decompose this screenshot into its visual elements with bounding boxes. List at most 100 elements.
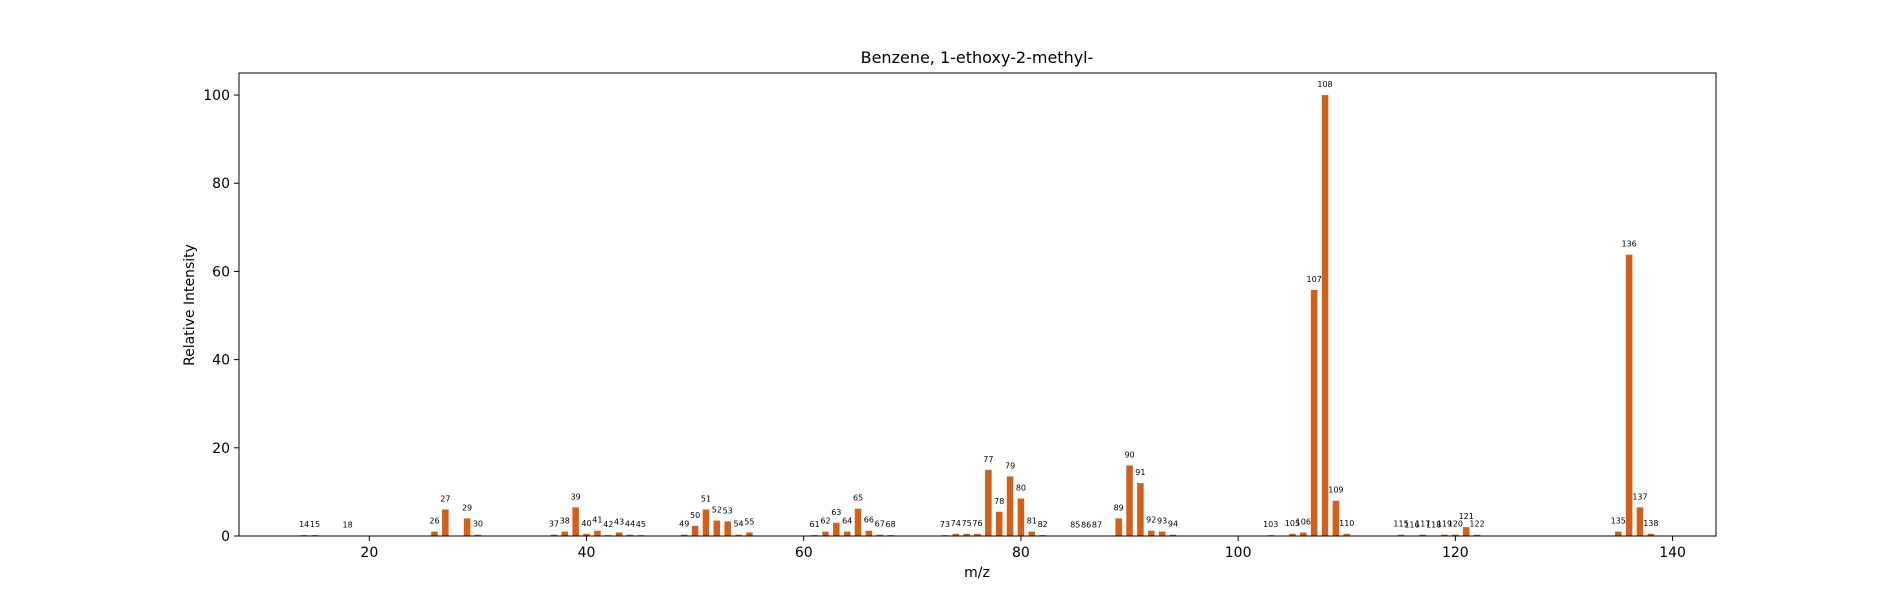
- peak-label-65: 65: [853, 494, 863, 503]
- peak-label-117: 117: [1415, 520, 1430, 529]
- peak-label-77: 77: [983, 455, 993, 464]
- peak-label-110: 110: [1339, 519, 1354, 528]
- bar-mz-44: [626, 534, 634, 536]
- bar-mz-115: [1397, 534, 1405, 536]
- peak-label-52: 52: [712, 506, 722, 515]
- bar-mz-94: [1169, 534, 1177, 536]
- peak-label-27: 27: [440, 495, 450, 504]
- bar-mz-64: [843, 531, 851, 536]
- bar-mz-52: [713, 520, 721, 536]
- peak-label-86: 86: [1081, 521, 1091, 530]
- bar-mz-27: [442, 509, 449, 536]
- y-tick-label: 100: [203, 88, 230, 104]
- peak-label-94: 94: [1168, 520, 1178, 529]
- peak-label-68: 68: [886, 520, 896, 529]
- peak-label-108: 108: [1317, 80, 1332, 89]
- bar-mz-92: [1148, 530, 1155, 536]
- peak-label-40: 40: [581, 519, 591, 528]
- peak-label-81: 81: [1027, 517, 1037, 526]
- peak-label-44: 44: [625, 520, 635, 529]
- peak-label-39: 39: [571, 492, 581, 501]
- bar-mz-65: [854, 508, 862, 536]
- peak-label-63: 63: [831, 508, 841, 517]
- peak-label-67: 67: [875, 520, 885, 529]
- bar-mz-49: [681, 534, 688, 536]
- y-tick-label: 20: [212, 441, 230, 457]
- x-axis: 20 40 60 80 100 120 140: [360, 536, 1686, 561]
- peak-label-61: 61: [810, 520, 820, 529]
- peak-label-109: 109: [1328, 486, 1343, 495]
- bar-mz-109: [1332, 500, 1340, 536]
- y-axis: 0 20 40 60 80 100: [203, 88, 239, 545]
- y-axis-title: Relative Intensity: [182, 244, 198, 366]
- x-tick-label: 20: [360, 545, 378, 561]
- bar-mz-67: [876, 534, 884, 536]
- bar-mz-119: [1441, 534, 1448, 536]
- bar-mz-74: [952, 533, 960, 536]
- peak-label-15: 15: [310, 520, 320, 529]
- bar-mz-29: [463, 518, 471, 536]
- bar-mz-107: [1310, 289, 1318, 536]
- peak-label-93: 93: [1157, 517, 1167, 526]
- peak-label-50: 50: [690, 511, 700, 520]
- bar-mz-138: [1647, 533, 1655, 536]
- peak-label-42: 42: [603, 520, 613, 529]
- bar-mz-37: [550, 534, 558, 536]
- peak-label-87: 87: [1092, 521, 1102, 530]
- x-tick-label: 120: [1442, 545, 1469, 561]
- bar-mz-120: [1452, 534, 1459, 536]
- bar-mz-80: [1017, 498, 1025, 536]
- bars-group: [300, 95, 1655, 537]
- chart-title: Benzene, 1-ethoxy-2-methyl-: [861, 48, 1094, 67]
- plot-frame: [238, 72, 1717, 537]
- peak-label-85: 85: [1070, 521, 1080, 530]
- peak-label-26: 26: [429, 517, 439, 526]
- x-axis-title: m/z: [964, 565, 990, 581]
- bar-mz-26: [431, 531, 438, 536]
- peak-label-103: 103: [1263, 520, 1278, 529]
- bar-mz-90: [1126, 465, 1133, 536]
- peak-label-120: 120: [1448, 520, 1463, 529]
- bar-mz-106: [1300, 532, 1307, 536]
- peak-label-54: 54: [733, 520, 743, 529]
- peak-label-89: 89: [1114, 503, 1124, 512]
- bar-mz-136: [1625, 254, 1633, 537]
- peak-label-119: 119: [1437, 520, 1452, 529]
- x-tick-label: 140: [1659, 545, 1686, 561]
- bar-mz-135: [1615, 531, 1622, 536]
- bar-mz-62: [822, 531, 829, 536]
- peak-label-55: 55: [744, 517, 754, 526]
- x-tick-label: 40: [578, 545, 596, 561]
- bar-mz-79: [1006, 476, 1014, 536]
- peak-label-137: 137: [1632, 492, 1647, 501]
- peak-label-75: 75: [962, 519, 972, 528]
- peak-label-74: 74: [951, 519, 961, 528]
- bar-mz-121: [1462, 527, 1470, 536]
- peak-label-18: 18: [343, 521, 353, 530]
- peak-label-14: 14: [299, 520, 309, 529]
- peak-label-115: 115: [1393, 520, 1408, 529]
- bar-mz-51: [702, 509, 710, 536]
- bar-mz-38: [561, 531, 569, 536]
- peak-label-79: 79: [1005, 461, 1015, 470]
- bar-mz-63: [833, 522, 840, 536]
- y-tick-label: 80: [212, 176, 230, 192]
- x-tick-label: 60: [795, 545, 813, 561]
- peak-label-121: 121: [1459, 512, 1474, 521]
- bar-mz-50: [691, 525, 699, 536]
- peak-label-53: 53: [723, 506, 733, 515]
- peak-label-43: 43: [614, 517, 624, 526]
- peak-label-29: 29: [462, 503, 472, 512]
- bar-mz-53: [724, 521, 731, 536]
- peak-label-136: 136: [1621, 240, 1636, 249]
- bar-mz-110: [1343, 533, 1351, 536]
- bar-mz-30: [474, 534, 482, 536]
- bar-mz-117: [1419, 534, 1427, 536]
- bar-mz-81: [1028, 531, 1036, 536]
- peak-label-90: 90: [1124, 450, 1134, 459]
- peak-label-49: 49: [679, 520, 689, 529]
- peak-label-66: 66: [864, 516, 874, 525]
- bar-mz-54: [735, 534, 742, 536]
- bar-mz-137: [1636, 507, 1644, 536]
